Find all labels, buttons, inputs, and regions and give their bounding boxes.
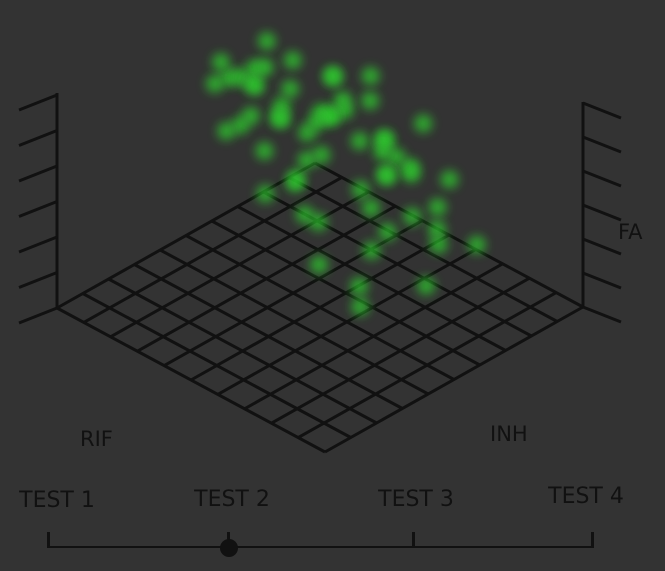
data-point bbox=[324, 67, 343, 86]
data-point bbox=[309, 213, 328, 232]
timeline-tick-1 bbox=[47, 532, 50, 548]
data-point bbox=[351, 297, 370, 316]
z-tick-right bbox=[582, 169, 622, 188]
data-point bbox=[361, 91, 380, 110]
data-point bbox=[401, 158, 420, 177]
grid-line-y bbox=[211, 219, 481, 367]
z-tick-left bbox=[18, 93, 58, 112]
z-tick-left bbox=[18, 306, 58, 325]
z-tick-right bbox=[582, 237, 622, 256]
z-tick-left bbox=[18, 129, 58, 147]
data-point bbox=[310, 255, 328, 274]
z-tick-right bbox=[582, 135, 622, 154]
timeline-label-test-3[interactable]: TEST 3 bbox=[378, 487, 454, 512]
z-tick-left bbox=[18, 200, 58, 218]
grid-line-x bbox=[163, 219, 423, 367]
z-tick-left bbox=[18, 271, 58, 289]
grid-line-x bbox=[136, 204, 397, 353]
data-points bbox=[205, 32, 486, 316]
data-point bbox=[378, 222, 397, 241]
data-point bbox=[428, 220, 447, 239]
data-point bbox=[467, 235, 486, 254]
z-tick-right bbox=[582, 101, 622, 120]
data-point bbox=[440, 170, 459, 189]
floor-grid bbox=[56, 161, 584, 454]
data-point bbox=[387, 147, 406, 166]
data-point bbox=[257, 32, 276, 51]
data-point bbox=[295, 205, 314, 224]
data-point bbox=[350, 277, 369, 296]
grid-line-x bbox=[83, 176, 343, 324]
grid-line-y bbox=[288, 176, 558, 323]
data-point bbox=[307, 113, 326, 132]
data-point bbox=[269, 108, 288, 126]
data-point bbox=[255, 141, 274, 160]
data-point bbox=[243, 74, 262, 93]
timeline-slider-knob[interactable] bbox=[219, 539, 238, 557]
data-point bbox=[281, 79, 300, 98]
data-point bbox=[297, 151, 316, 170]
data-point bbox=[256, 184, 275, 203]
data-point bbox=[403, 207, 422, 226]
data-point bbox=[361, 67, 380, 85]
data-point bbox=[378, 166, 396, 185]
timeline-tick-4 bbox=[591, 532, 594, 548]
data-point bbox=[211, 53, 230, 72]
y-axis-label: INH bbox=[490, 422, 528, 446]
data-point bbox=[283, 51, 302, 70]
data-point bbox=[217, 122, 236, 141]
data-point bbox=[429, 235, 448, 254]
z-tick-right bbox=[582, 305, 622, 324]
timeline-label-test-1[interactable]: TEST 1 bbox=[19, 488, 95, 513]
timeline-label-test-4[interactable]: TEST 4 bbox=[548, 484, 624, 509]
z-tick-right bbox=[582, 271, 622, 290]
data-point bbox=[362, 241, 381, 260]
data-point bbox=[321, 107, 340, 125]
data-point bbox=[333, 90, 352, 109]
data-point bbox=[312, 145, 331, 164]
data-point bbox=[350, 132, 369, 151]
grid-line-y bbox=[185, 234, 455, 381]
data-point bbox=[414, 114, 433, 133]
z-axis-label: FA bbox=[618, 220, 643, 244]
data-point bbox=[362, 199, 381, 218]
data-point bbox=[417, 276, 436, 295]
data-point bbox=[351, 180, 370, 199]
data-point bbox=[255, 58, 274, 77]
data-point bbox=[205, 74, 224, 93]
data-point bbox=[286, 173, 305, 192]
timeline-track[interactable] bbox=[48, 546, 594, 548]
data-point bbox=[428, 198, 447, 217]
z-tick-right bbox=[582, 203, 622, 222]
z-tick-left bbox=[18, 235, 58, 254]
z-axis-walls bbox=[18, 93, 622, 325]
timeline-label-test-2[interactable]: TEST 2 bbox=[194, 487, 270, 512]
grid-line-x bbox=[56, 161, 316, 310]
grid-line-x bbox=[109, 190, 370, 339]
x-axis-label: RIF bbox=[80, 427, 113, 451]
data-point bbox=[373, 142, 392, 161]
timeline-tick-3 bbox=[412, 532, 415, 548]
grid-line-y bbox=[236, 205, 507, 352]
z-tick-left bbox=[18, 164, 58, 183]
data-point bbox=[242, 106, 260, 125]
